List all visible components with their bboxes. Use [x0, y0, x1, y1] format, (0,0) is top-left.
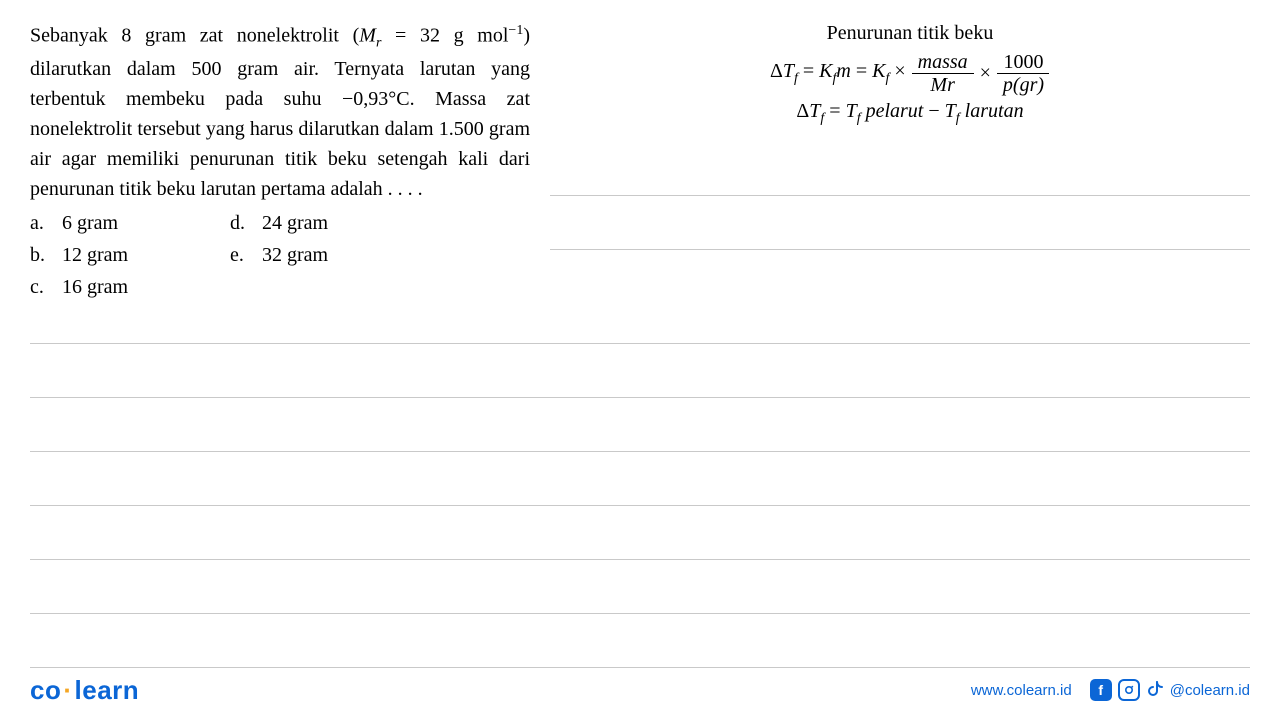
instagram-icon[interactable]	[1118, 679, 1140, 701]
times-symbol: ×	[980, 62, 991, 85]
option-e-text: 32 gram	[262, 240, 328, 270]
rule-line	[30, 344, 1250, 398]
formula-line-1: ΔTf = Kfm = Kf × massaMr × 1000p(gr)	[570, 51, 1250, 96]
option-e: e.32 gram	[230, 240, 430, 270]
brand-logo: co·learn	[30, 675, 139, 706]
facebook-icon[interactable]: f	[1090, 679, 1112, 701]
ruled-lines	[30, 290, 1250, 668]
rule-line	[30, 452, 1250, 506]
option-b-text: 12 gram	[62, 240, 128, 270]
option-d: d.24 gram	[230, 208, 430, 238]
rule-line	[30, 560, 1250, 614]
option-a-text: 6 gram	[62, 208, 118, 238]
option-d-text: 24 gram	[262, 208, 328, 238]
rule-line	[30, 398, 1250, 452]
frac1-den: Mr	[924, 74, 960, 96]
option-a: a.6 gram	[30, 208, 230, 238]
footer-url[interactable]: www.colearn.id	[971, 682, 1072, 699]
rule-line	[30, 290, 1250, 344]
rule-line	[550, 196, 1250, 250]
question-column: Sebanyak 8 gram zat nonelektrolit (Mr = …	[30, 20, 530, 302]
logo-co: co	[30, 675, 61, 705]
frac2-den: p(gr)	[997, 74, 1050, 96]
options-grid: a.6 gram d.24 gram b.12 gram e.32 gram c…	[30, 208, 530, 302]
rule-line	[550, 142, 1250, 196]
option-b: b.12 gram	[30, 240, 230, 270]
social-handle[interactable]: @colearn.id	[1170, 682, 1250, 699]
logo-learn: learn	[75, 675, 140, 705]
frac1-num: massa	[912, 51, 974, 74]
social-icons: f @colearn.id	[1090, 679, 1250, 701]
frac2-num: 1000	[997, 51, 1049, 74]
tiktok-icon[interactable]	[1146, 679, 1164, 701]
formula-title: Penurunan titik beku	[570, 22, 1250, 45]
formula-line-2: ΔTf = Tf pelarut − Tf larutan	[570, 100, 1250, 127]
footer: co·learn www.colearn.id f @colearn.id	[0, 660, 1280, 720]
question-text: Sebanyak 8 gram zat nonelektrolit (Mr = …	[30, 20, 530, 204]
footer-right: www.colearn.id f @colearn.id	[971, 679, 1250, 701]
rule-line	[30, 506, 1250, 560]
